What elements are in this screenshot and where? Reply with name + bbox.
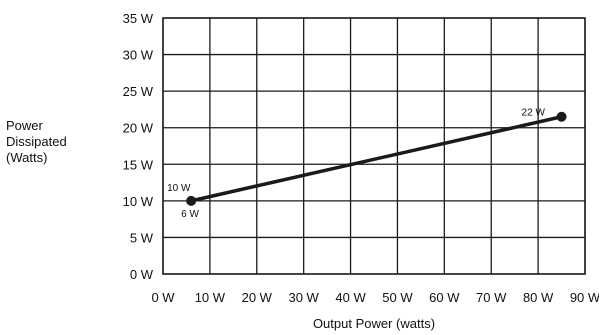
- y-tick-label: 0 W: [130, 267, 154, 282]
- data-point: [556, 111, 567, 122]
- x-tick-label: 0 W: [151, 290, 175, 305]
- y-axis-label: Power Dissipated (Watts): [6, 118, 67, 166]
- x-tick-label: 60 W: [429, 290, 460, 305]
- x-tick-label: 10 W: [195, 290, 226, 305]
- x-axis-label: Output Power (watts): [313, 316, 435, 331]
- y-tick-label: 25 W: [123, 84, 154, 99]
- point-annotation: 22 W: [522, 108, 546, 119]
- y-tick-label: 20 W: [123, 121, 154, 136]
- annotations: 10 W 6 W 22 W: [167, 108, 545, 220]
- x-tick-label: 40 W: [335, 290, 366, 305]
- point-annotation: 10 W: [167, 183, 191, 194]
- tick-labels: 0 W 5 W 10 W 15 W 20 W 25 W 30 W 35 W 0 W 10 W 20 …: [123, 11, 599, 305]
- x-tick-label: 70 W: [476, 290, 507, 305]
- x-tick-label: 20 W: [242, 290, 273, 305]
- x-tick-label: 30 W: [288, 290, 319, 305]
- y-tick-label: 5 W: [130, 230, 154, 245]
- series: [186, 111, 567, 206]
- series-line: [189, 114, 564, 203]
- y-tick-label: 30 W: [123, 48, 154, 63]
- x-tick-label: 50 W: [382, 290, 413, 305]
- y-axis-label-line-2: Dissipated: [6, 134, 67, 149]
- data-point: [186, 195, 197, 206]
- grid: [162, 17, 586, 275]
- plot-border: [162, 17, 586, 275]
- y-axis-label-line-3: (Watts): [6, 150, 48, 165]
- y-tick-label: 10 W: [123, 194, 154, 209]
- x-tick-label: 80 W: [523, 290, 554, 305]
- x-tick-label: 90 W: [570, 290, 599, 305]
- y-tick-label: 35 W: [123, 11, 154, 26]
- y-tick-label: 15 W: [123, 157, 154, 172]
- y-axis-label-line-1: Power: [6, 118, 43, 133]
- point-annotation: 6 W: [181, 209, 199, 220]
